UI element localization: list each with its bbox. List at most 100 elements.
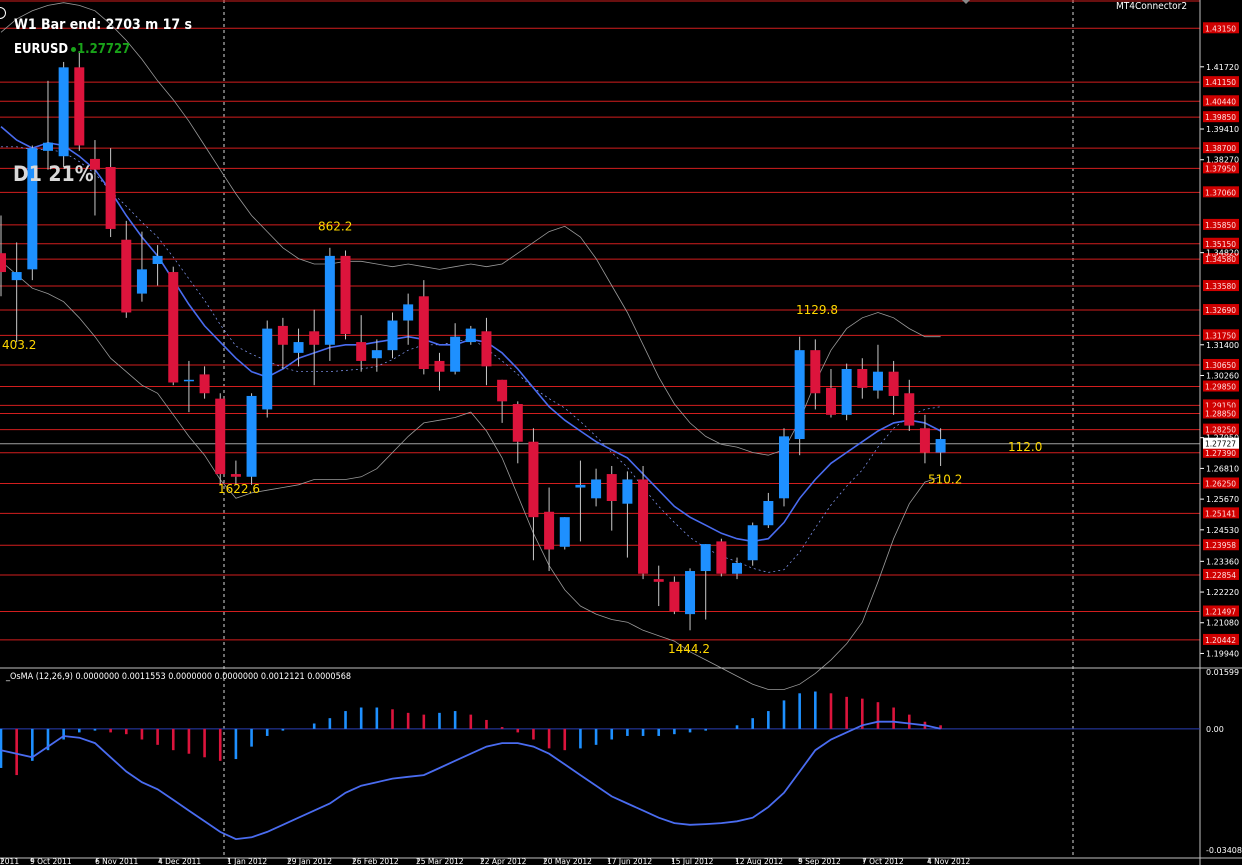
bull-candle[interactable] [262, 328, 273, 410]
time-axis-label: 7 Oct 2012 [862, 857, 904, 865]
time-axis-label: 17 Jun 2012 [607, 857, 652, 865]
bear-candle[interactable] [888, 371, 899, 396]
bull-candle[interactable] [747, 525, 758, 561]
level-price-box [1203, 446, 1239, 458]
bear-candle[interactable] [74, 67, 85, 146]
time-axis-label: 1 Jan 2012 [227, 857, 267, 865]
bear-candle[interactable] [904, 393, 915, 426]
axis-tick-label: 1.41720 [1206, 63, 1239, 72]
bear-candle[interactable] [356, 342, 367, 361]
bear-candle[interactable] [638, 479, 649, 574]
bear-candle[interactable] [434, 360, 445, 372]
bear-candle[interactable] [230, 474, 241, 477]
bull-candle[interactable] [324, 255, 335, 345]
bear-candle[interactable] [606, 474, 617, 501]
time-axis-label: 20 May 2012 [543, 857, 592, 865]
level-price-box [1203, 407, 1239, 419]
bear-candle[interactable] [168, 272, 179, 383]
bear-candle[interactable] [199, 374, 210, 394]
bull-candle[interactable] [622, 479, 633, 504]
bear-candle[interactable] [716, 541, 727, 574]
bear-candle[interactable] [309, 331, 320, 345]
level-price-label: 1.33580 [1205, 282, 1236, 291]
bull-candle[interactable] [152, 255, 163, 264]
bull-candle[interactable] [58, 67, 69, 157]
bear-candle[interactable] [215, 398, 226, 475]
time-axis-label: 22 Apr 2012 [480, 857, 527, 865]
level-price-label: 1.28850 [1205, 409, 1236, 418]
bear-candle[interactable] [544, 511, 555, 550]
bear-candle[interactable] [919, 428, 930, 453]
bear-candle[interactable] [418, 296, 429, 370]
bear-candle[interactable] [121, 239, 132, 313]
bull-candle[interactable] [42, 142, 53, 151]
level-price-box [1203, 358, 1239, 370]
time-axis-label: 9 Sep 2012 [798, 857, 841, 865]
bull-candle[interactable] [685, 571, 696, 615]
current-price-box [1203, 437, 1239, 449]
bear-candle[interactable] [653, 579, 664, 582]
osma-axis-label: -0.03408 [1206, 846, 1242, 855]
bear-candle[interactable] [0, 253, 6, 273]
osma-signal-line [0, 720, 941, 841]
level-price-box [1203, 186, 1239, 198]
bull-candle[interactable] [841, 369, 852, 415]
bull-candle[interactable] [136, 269, 147, 294]
level-price-label: 1.25141 [1205, 509, 1236, 518]
bull-candle[interactable] [700, 544, 711, 572]
time-axis-label: 6 Nov 2011 [95, 857, 138, 865]
time-axis-label: 26 Feb 2012 [352, 857, 399, 865]
level-price-box [1203, 477, 1239, 489]
axis-tick-label: 1.26810 [1206, 464, 1239, 473]
bear-candle[interactable] [105, 167, 116, 229]
bear-candle[interactable] [857, 369, 868, 388]
bear-candle[interactable] [825, 387, 836, 415]
bull-candle[interactable] [465, 328, 476, 343]
bull-candle[interactable] [794, 350, 805, 440]
bull-candle[interactable] [183, 379, 194, 382]
bear-candle[interactable] [89, 158, 100, 170]
bull-candle[interactable] [779, 436, 789, 499]
bull-candle[interactable] [11, 272, 22, 281]
bull-candle[interactable] [387, 320, 398, 351]
bear-candle[interactable] [669, 581, 680, 612]
axis-tick-label: 1.21080 [1206, 619, 1239, 628]
level-price-box [1203, 95, 1239, 107]
bull-candle[interactable] [732, 562, 743, 574]
level-price-box [1203, 253, 1239, 265]
level-price-box [1203, 423, 1239, 435]
bull-candle[interactable] [872, 371, 883, 391]
bull-candle[interactable] [450, 336, 461, 372]
bull-candle[interactable] [293, 342, 304, 353]
level-price-label: 1.34580 [1205, 255, 1236, 264]
level-price-label: 1.35850 [1205, 221, 1236, 230]
axis-tick-label: 1.24530 [1206, 526, 1239, 535]
bear-candle[interactable] [481, 331, 492, 367]
bear-candle[interactable] [277, 325, 288, 345]
level-price-box [1203, 22, 1239, 34]
bull-candle[interactable] [763, 501, 774, 526]
axis-tick-label: 1.39410 [1206, 125, 1239, 134]
bear-candle[interactable] [512, 404, 523, 442]
level-price-label: 1.31750 [1205, 331, 1236, 340]
time-axis-label: 25 Mar 2012 [416, 857, 464, 865]
bull-candle[interactable] [246, 395, 257, 477]
bull-candle[interactable] [559, 517, 570, 547]
bull-candle[interactable] [27, 148, 38, 270]
volume-annotation: 510.2 [928, 472, 962, 486]
axis-tick-label: 1.38270 [1206, 156, 1239, 165]
bull-candle[interactable] [403, 304, 414, 321]
volume-annotation: 862.2 [318, 219, 352, 233]
bear-candle[interactable] [810, 350, 821, 394]
level-price-label: 1.39850 [1205, 113, 1236, 122]
level-price-box [1203, 507, 1239, 519]
bull-candle[interactable] [371, 350, 382, 359]
level-price-box [1203, 605, 1239, 617]
bear-candle[interactable] [340, 255, 351, 334]
bull-candle[interactable] [935, 439, 946, 453]
bull-candle[interactable] [575, 484, 586, 488]
bear-candle[interactable] [497, 379, 508, 402]
bull-candle[interactable] [591, 479, 602, 499]
bear-candle[interactable] [528, 441, 539, 518]
